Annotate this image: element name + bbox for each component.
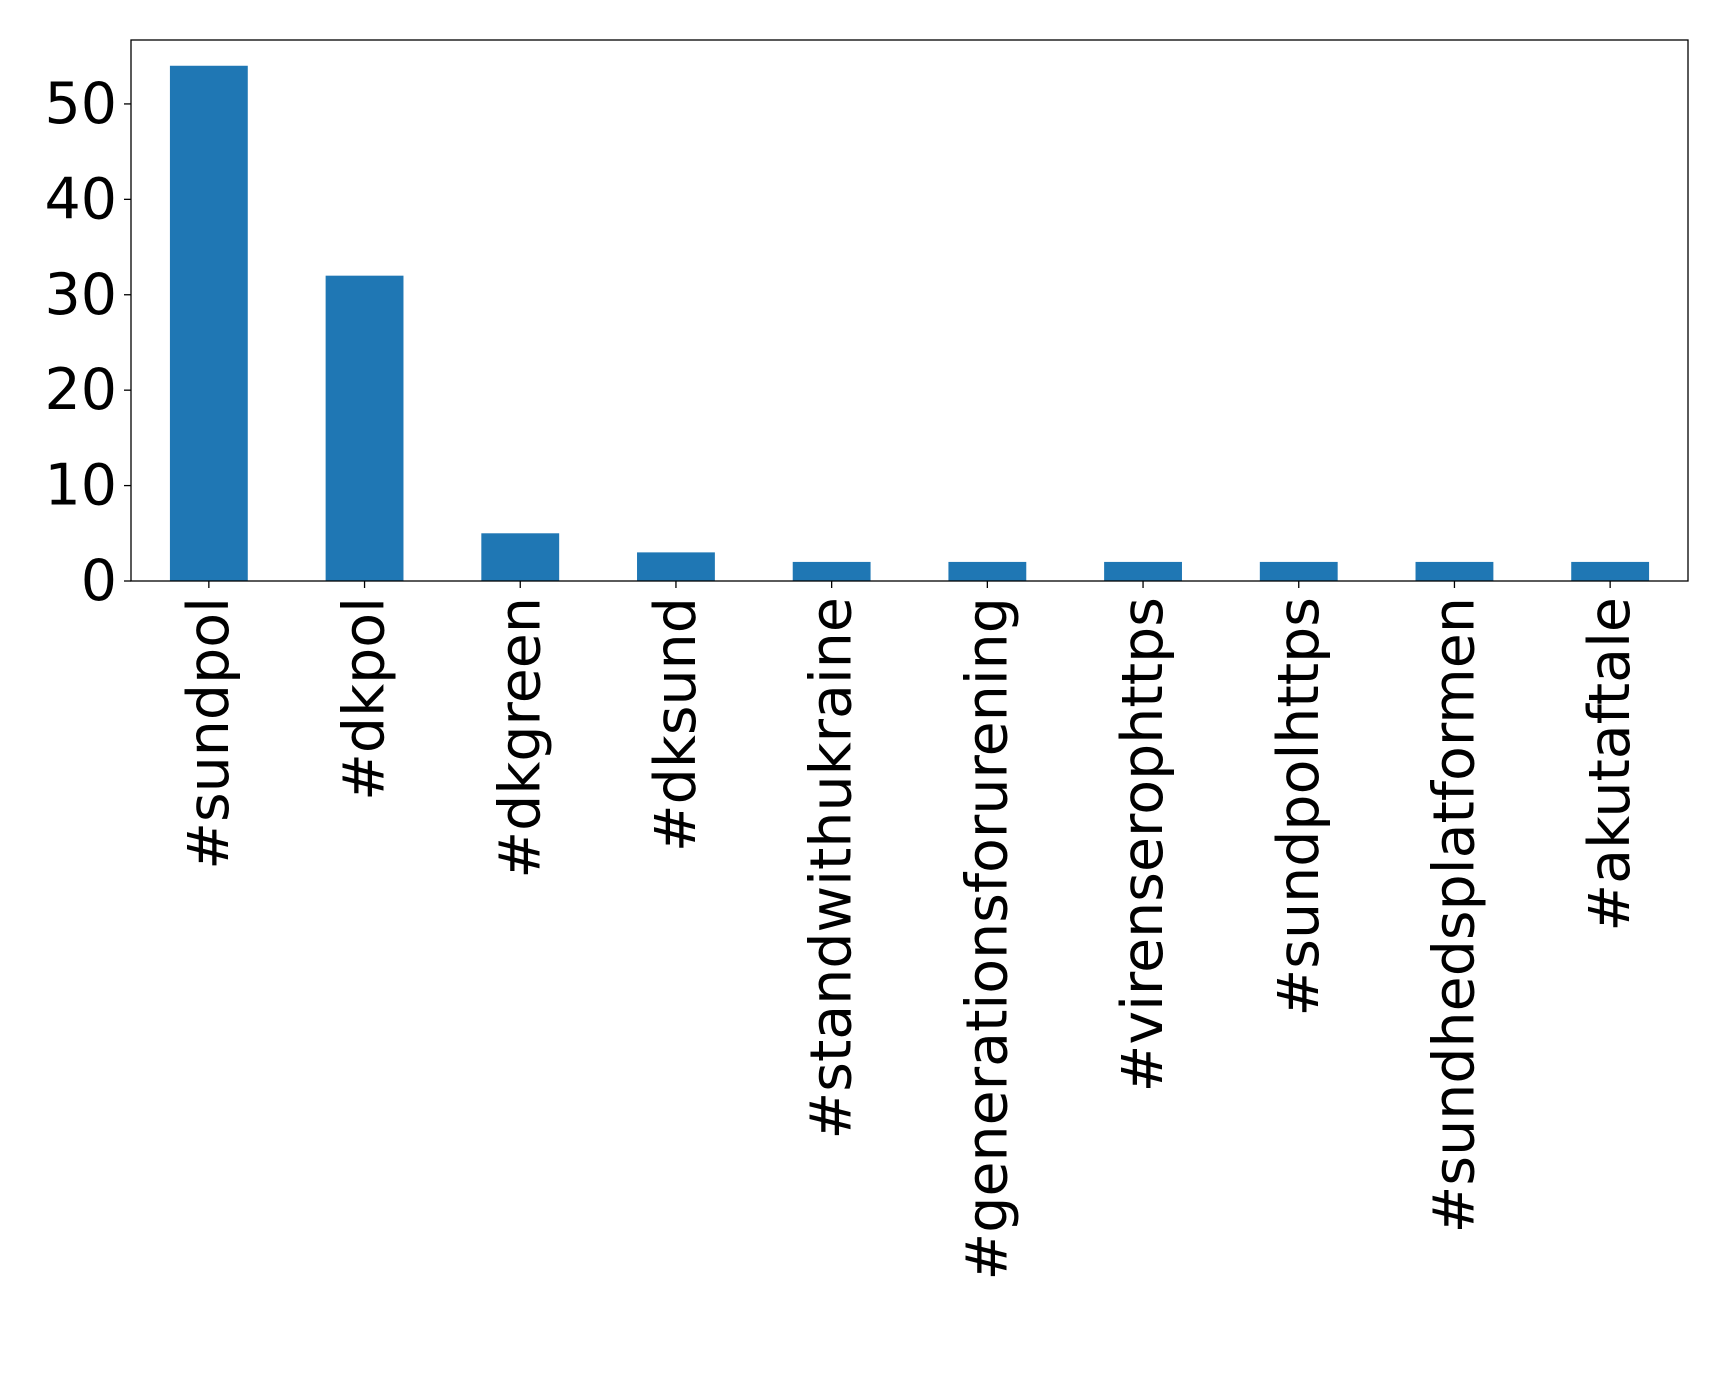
bar-6 (1104, 562, 1182, 581)
y-tick-label-2: 20 (44, 357, 117, 423)
y-tick-label-4: 40 (44, 166, 117, 232)
bar-8 (1416, 562, 1494, 581)
bar-4 (793, 562, 871, 581)
x-tick-label-2: #dkgreen (487, 597, 553, 879)
y-tick-label-3: 30 (44, 262, 117, 328)
y-axis: 0 10 20 30 40 50 (44, 71, 131, 614)
bar-0 (170, 66, 248, 581)
x-tick-label-4: #standwithukraine (799, 597, 865, 1140)
x-tick-label-1: #dkpol (332, 597, 398, 801)
bar-9 (1571, 562, 1649, 581)
x-tick-label-7: #sundpolhttps (1266, 597, 1332, 1016)
x-tick-label-0: #sundpol (176, 597, 242, 870)
bar-5 (948, 562, 1026, 581)
x-tick-label-3: #dksund (643, 597, 709, 852)
y-tick-label-5: 50 (44, 71, 117, 137)
x-tick-label-9: #akutaftale (1577, 597, 1643, 932)
bar-2 (481, 533, 559, 581)
x-tick-label-8: #sundhedsplatformen (1421, 597, 1487, 1233)
bar-7 (1260, 562, 1338, 581)
bar-1 (326, 276, 404, 581)
bars-group (170, 66, 1649, 581)
y-tick-label-0: 0 (81, 548, 117, 614)
x-tick-label-6: #virenserophttps (1110, 597, 1176, 1092)
x-tick-label-5: #generationsforurening (954, 597, 1020, 1280)
x-axis: #sundpol #dkpol #dkgreen #dksund #standwithu… (176, 581, 1643, 1280)
bar-3 (637, 552, 715, 581)
y-tick-label-1: 10 (44, 453, 117, 519)
